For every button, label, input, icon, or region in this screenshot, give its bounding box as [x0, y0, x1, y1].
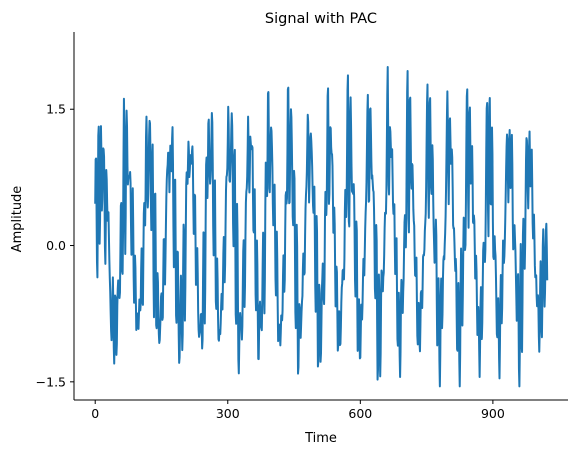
x-tick-label: 900 — [481, 406, 505, 421]
x-tick-label: 300 — [216, 406, 240, 421]
y-tick-label: 0.0 — [46, 238, 66, 253]
x-tick-label: 600 — [348, 406, 372, 421]
y-axis-label: Amplitude — [10, 186, 25, 253]
chart-title: Signal with PAC — [265, 11, 377, 27]
x-tick-label: 0 — [91, 406, 99, 421]
x-ticks: 0 300 600 900 — [91, 400, 505, 421]
plot-area — [94, 66, 549, 388]
y-ticks: −1.5 0.0 1.5 — [36, 102, 74, 389]
y-tick-label: −1.5 — [36, 374, 66, 389]
y-tick-label: 1.5 — [46, 102, 66, 117]
x-axis-label: Time — [304, 431, 337, 446]
signal-series-line — [94, 66, 549, 388]
